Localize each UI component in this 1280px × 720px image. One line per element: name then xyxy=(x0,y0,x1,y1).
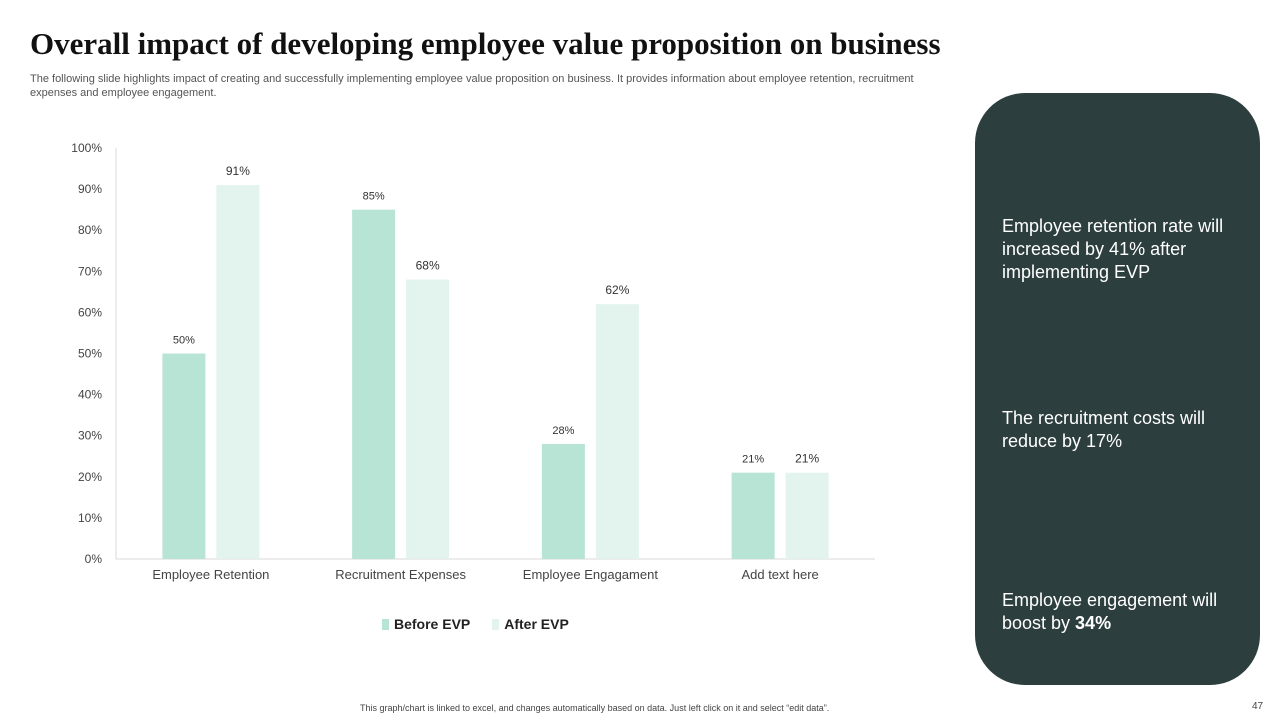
x-tick-label: Employee Retention xyxy=(152,567,269,582)
bar[interactable] xyxy=(785,472,829,559)
page-number: 47 xyxy=(1252,701,1264,712)
legend-item-before[interactable]: Before EVP xyxy=(382,616,470,632)
bar[interactable] xyxy=(352,209,396,559)
legend-item-after[interactable]: After EVP xyxy=(492,616,569,632)
bar[interactable] xyxy=(216,184,260,560)
insight-engagement-highlight: 34% xyxy=(1075,613,1112,633)
bar-value-label: 50% xyxy=(173,335,195,347)
y-tick-label: 100% xyxy=(71,141,102,155)
legend-swatch-before xyxy=(382,618,389,630)
y-tick-label: 40% xyxy=(78,388,102,402)
chart-legend: Before EVP After EVP xyxy=(382,616,569,632)
bar[interactable] xyxy=(731,472,775,559)
legend-swatch-after xyxy=(492,618,500,630)
insight-engagement: Employee engagement will boost by 34% xyxy=(1002,589,1242,635)
x-tick-label: Employee Engagament xyxy=(523,567,659,582)
y-tick-label: 80% xyxy=(78,223,102,237)
footer-note: This graph/chart is linked to excel, and… xyxy=(360,703,830,713)
bar-chart[interactable]: 0% 10% 20% 30% 40% 50% 60% 70% 80% 90% 100% 50% 91% E… xyxy=(0,0,960,600)
bar-value-label: 21% xyxy=(742,454,764,466)
bar[interactable] xyxy=(406,279,450,559)
x-tick-label: Recruitment Expenses xyxy=(335,567,466,582)
y-tick-label: 90% xyxy=(78,182,102,196)
bar[interactable] xyxy=(541,443,585,559)
insights-panel: Employee retention rate will increased b… xyxy=(975,93,1260,685)
insight-retention: Employee retention rate will increased b… xyxy=(1002,216,1224,282)
y-tick-label: 0% xyxy=(85,552,103,566)
slide-subtitle: The following slide highlights impact of… xyxy=(30,73,914,99)
y-tick-label: 10% xyxy=(78,511,102,525)
y-tick-label: 70% xyxy=(78,264,102,278)
bar-value-label: 68% xyxy=(416,259,440,273)
bar[interactable] xyxy=(595,304,639,559)
bar-value-label: 85% xyxy=(363,191,385,203)
slide-title: Overall impact of developing employee va… xyxy=(30,26,941,61)
insight-recruitment: The recruitment costs will reduce by 17% xyxy=(1002,408,1206,451)
insight-engagement-text: Employee engagement will boost by xyxy=(1002,590,1218,633)
bar-value-label: 91% xyxy=(226,164,250,178)
legend-label-after: After EVP xyxy=(504,616,569,632)
bar[interactable] xyxy=(162,353,206,560)
y-tick-label: 60% xyxy=(78,305,102,319)
y-tick-label: 20% xyxy=(78,470,102,484)
y-tick-label: 50% xyxy=(78,347,102,361)
legend-label-before: Before EVP xyxy=(394,616,471,632)
bar-value-label: 21% xyxy=(795,452,819,466)
x-tick-label: Add text here xyxy=(741,567,818,582)
bar-value-label: 62% xyxy=(605,283,629,297)
y-tick-label: 30% xyxy=(78,429,102,443)
bar-value-label: 28% xyxy=(552,425,574,437)
